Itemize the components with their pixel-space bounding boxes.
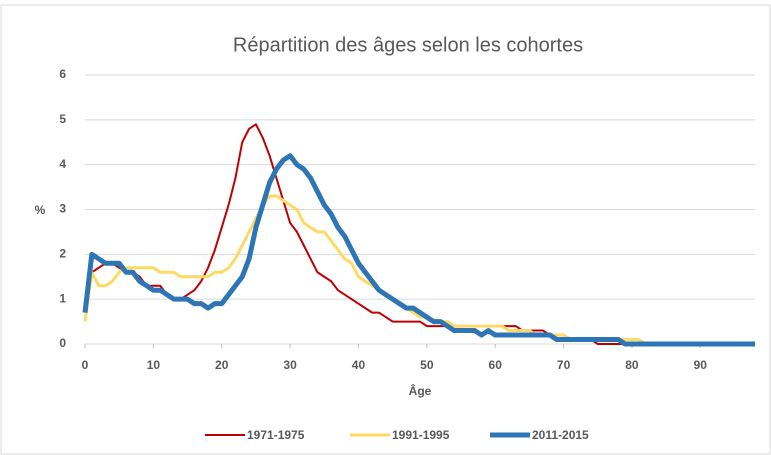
x-tick-label: 10 bbox=[147, 358, 161, 372]
y-tick-label: 5 bbox=[59, 112, 66, 126]
legend-label: 1971-1975 bbox=[247, 428, 305, 442]
series-line bbox=[82, 153, 755, 347]
legend-label: 1991-1995 bbox=[392, 428, 450, 442]
legend-label: 2011-2015 bbox=[532, 428, 589, 442]
chart-title: Répartition des âges selon les cohortes bbox=[233, 34, 583, 56]
x-tick-label: 90 bbox=[694, 358, 708, 372]
y-tick-label: 3 bbox=[59, 202, 66, 216]
y-tick-label: 2 bbox=[59, 247, 66, 261]
y-tick-label: 1 bbox=[59, 291, 66, 305]
y-tick-label: 0 bbox=[59, 336, 66, 350]
x-tick-label: 40 bbox=[352, 358, 366, 372]
x-axis-label: Âge bbox=[409, 383, 432, 398]
y-tick-label: 4 bbox=[59, 157, 66, 171]
x-tick-label: 30 bbox=[283, 358, 297, 372]
y-axis-label: % bbox=[35, 203, 46, 217]
x-tick-label: 80 bbox=[625, 358, 639, 372]
x-tick-label: 60 bbox=[489, 358, 503, 372]
x-tick-label: 20 bbox=[215, 358, 229, 372]
y-tick-label: 6 bbox=[59, 67, 66, 81]
x-tick-label: 70 bbox=[557, 358, 571, 372]
x-tick-label: 0 bbox=[82, 358, 89, 372]
x-tick-label: 50 bbox=[420, 358, 434, 372]
chart-frame bbox=[0, 4, 771, 455]
